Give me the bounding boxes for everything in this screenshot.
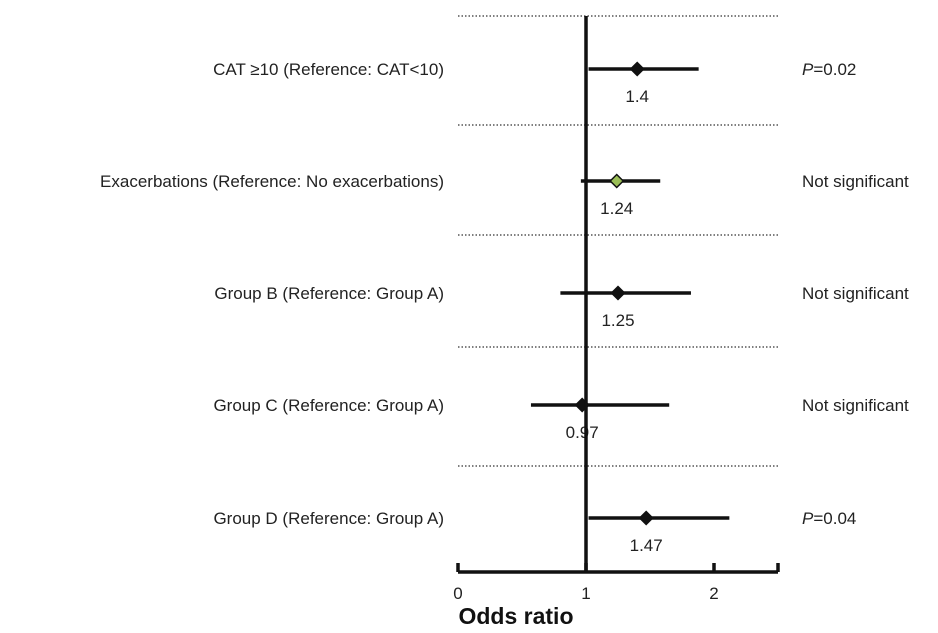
- row-separators: [458, 16, 778, 466]
- data-label: 1.4: [625, 87, 649, 106]
- forest-row: CAT ≥10 (Reference: CAT<10) 1.4 P=0.02: [213, 60, 856, 106]
- significance-label: Not significant: [802, 396, 909, 415]
- forest-row: Group D (Reference: Group A) 1.47 P=0.04: [213, 509, 856, 555]
- forest-row: Group C (Reference: Group A) 0.97 Not sign…: [213, 396, 909, 442]
- data-label: 1.24: [600, 199, 633, 218]
- x-tick-label: 2: [709, 584, 718, 603]
- significance-label: Not significant: [802, 172, 909, 191]
- row-label: Exacerbations (Reference: No exacerbatio…: [100, 172, 444, 191]
- data-label: 1.47: [630, 536, 663, 555]
- point-estimate-marker: [640, 512, 653, 525]
- row-label: Group C (Reference: Group A): [213, 396, 444, 415]
- forest-rows: CAT ≥10 (Reference: CAT<10)1.4P=0.02Exac…: [100, 60, 909, 555]
- x-tick-label: 1: [581, 584, 590, 603]
- x-axis-title: Odds ratio: [458, 603, 573, 629]
- data-label: 0.97: [566, 423, 599, 442]
- significance-label: P=0.04: [802, 509, 856, 528]
- p-symbol: P: [802, 60, 814, 79]
- row-label: CAT ≥10 (Reference: CAT<10): [213, 60, 444, 79]
- significance-label: P=0.02: [802, 60, 856, 79]
- row-label: Group D (Reference: Group A): [213, 509, 444, 528]
- point-estimate-marker: [612, 287, 625, 300]
- p-symbol: P: [802, 509, 814, 528]
- point-estimate-marker: [610, 175, 623, 188]
- x-tick-label: 0: [453, 584, 462, 603]
- data-label: 1.25: [601, 311, 634, 330]
- forest-row: Exacerbations (Reference: No exacerbatio…: [100, 172, 909, 218]
- point-estimate-marker: [631, 63, 644, 76]
- p-value: =0.04: [813, 509, 856, 528]
- p-value: =0.02: [813, 60, 856, 79]
- forest-row: Group B (Reference: Group A) 1.25 Not sign…: [214, 284, 909, 330]
- row-label: Group B (Reference: Group A): [214, 284, 444, 303]
- significance-label: Not significant: [802, 284, 909, 303]
- x-axis: 0 1 2: [453, 16, 778, 603]
